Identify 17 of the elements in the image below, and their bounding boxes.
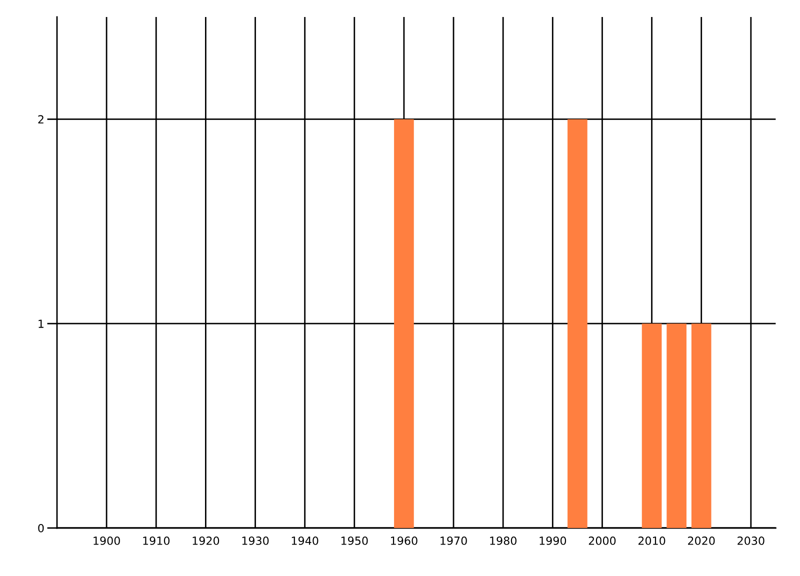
x-tick-label: 2020 (688, 536, 715, 545)
x-tick-label: 1980 (490, 536, 516, 545)
x-tick-label: 1940 (292, 536, 318, 545)
x-tick-label: 2030 (738, 536, 764, 545)
y-tick-label: 1 (38, 320, 44, 328)
y-tick-label: 2 (38, 115, 44, 124)
x-tick-label: 1950 (341, 536, 368, 545)
x-tick-label: 1960 (391, 536, 418, 545)
x-tick-label: 2010 (638, 536, 666, 545)
y-tick-label: 0 (38, 524, 44, 532)
x-tick-label: 1910 (143, 536, 170, 545)
x-tick-label: 1930 (242, 536, 269, 545)
x-tick-label: 1970 (440, 536, 467, 545)
x-tick-label: 1990 (540, 536, 566, 545)
x-tick-label: 2000 (588, 536, 616, 545)
x-tick-label: 1920 (192, 536, 220, 545)
x-tick-label: 1900 (94, 536, 120, 545)
